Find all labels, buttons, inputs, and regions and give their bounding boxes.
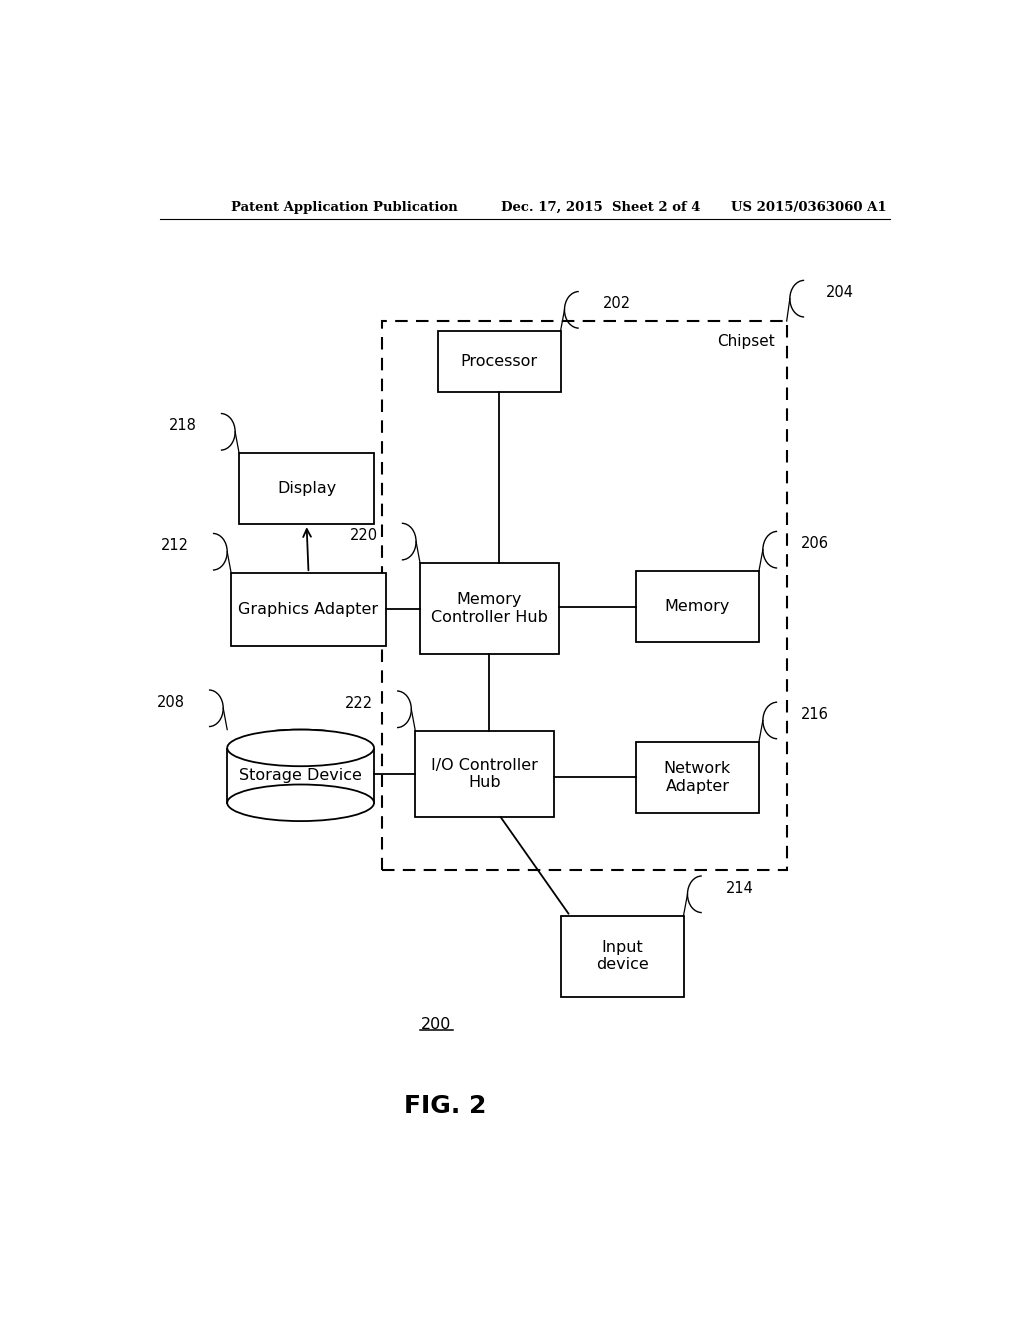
Bar — [240, 453, 374, 524]
Text: 204: 204 — [826, 285, 854, 300]
Text: I/O Controller
Hub: I/O Controller Hub — [431, 758, 539, 791]
Text: 214: 214 — [726, 880, 754, 896]
Text: Network
Adapter: Network Adapter — [664, 762, 731, 793]
Bar — [636, 572, 759, 643]
Text: US 2015/0363060 A1: US 2015/0363060 A1 — [731, 201, 887, 214]
Bar — [437, 331, 560, 392]
Bar — [560, 916, 684, 997]
Text: Storage Device: Storage Device — [240, 768, 362, 783]
Ellipse shape — [227, 730, 374, 766]
Text: 222: 222 — [345, 696, 373, 710]
Text: Graphics Adapter: Graphics Adapter — [239, 602, 379, 618]
Bar — [226, 730, 375, 748]
Text: 220: 220 — [350, 528, 378, 543]
Text: Memory
Controller Hub: Memory Controller Hub — [431, 593, 548, 624]
Text: 202: 202 — [602, 296, 631, 312]
Text: Memory: Memory — [665, 599, 730, 614]
Text: 218: 218 — [169, 418, 197, 433]
Text: Processor: Processor — [461, 354, 538, 370]
Text: Display: Display — [276, 482, 336, 496]
Text: 208: 208 — [157, 694, 185, 710]
Bar — [636, 742, 759, 813]
Bar — [231, 573, 386, 647]
Text: 200: 200 — [421, 1016, 452, 1032]
Text: Dec. 17, 2015  Sheet 2 of 4: Dec. 17, 2015 Sheet 2 of 4 — [501, 201, 700, 214]
Bar — [420, 562, 559, 655]
Text: 212: 212 — [161, 539, 189, 553]
Text: Chipset: Chipset — [717, 334, 775, 350]
Text: Patent Application Publication: Patent Application Publication — [231, 201, 458, 214]
Bar — [416, 731, 554, 817]
Bar — [382, 321, 786, 870]
Text: Input
device: Input device — [596, 940, 648, 973]
Text: FIG. 2: FIG. 2 — [404, 1094, 486, 1118]
Text: 206: 206 — [801, 536, 829, 552]
Text: 216: 216 — [801, 708, 828, 722]
Ellipse shape — [227, 784, 374, 821]
